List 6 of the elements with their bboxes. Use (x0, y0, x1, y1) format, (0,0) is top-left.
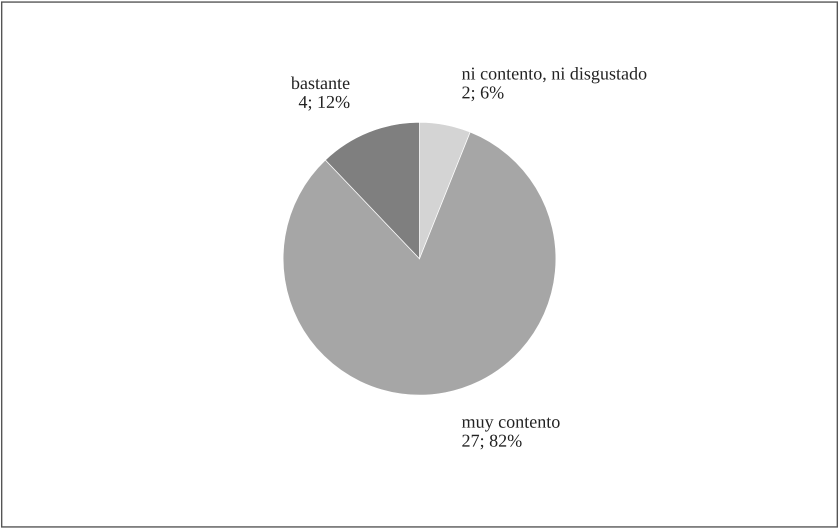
data-label: 4; 12% (298, 96, 350, 111)
data-label: 27; 82% (462, 434, 522, 450)
data-label: 2; 6% (462, 86, 504, 102)
slice-label: ni contento, ni disgustado (462, 66, 646, 84)
slice-label: muy contento (462, 418, 560, 432)
slice-label: bastante (290, 76, 350, 90)
